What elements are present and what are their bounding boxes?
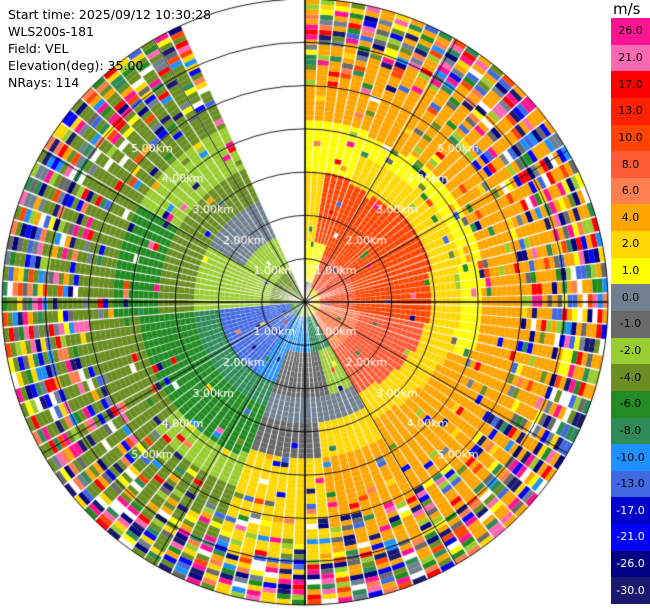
colorbar: 26.0 21.0 17.0 13.0 10.0 8.0 6.0 4.0 2.0 1.0 0.0 -1… (611, 18, 650, 605)
colorbar-segment (611, 311, 650, 339)
colorbar-segment (611, 124, 650, 152)
colorbar-tick-label: 1.0 (621, 264, 640, 278)
colorbar-tick-label: 21.0 (618, 50, 643, 64)
colorbar-segment (611, 151, 650, 179)
colorbar-segment (611, 18, 650, 46)
colorbar-segment (611, 257, 650, 285)
colorbar-tick-label: -26.0 (616, 557, 645, 571)
colorbar-tick-label: 6.0 (621, 184, 640, 198)
elevation-text: Elevation(deg): 35.00 (8, 58, 144, 73)
colorbar-unit-label: m/s (613, 0, 641, 18)
colorbar-segment (611, 177, 650, 205)
colorbar-tick-label: 0.0 (621, 290, 640, 304)
colorbar-segment (611, 364, 650, 392)
colorbar-segment (611, 204, 650, 232)
colorbar-segment (611, 390, 650, 419)
colorbar-tick-label: -21.0 (616, 530, 645, 544)
colorbar-tick-label: 17.0 (618, 77, 643, 91)
colorbar-tick-label: 13.0 (618, 104, 643, 118)
colorbar-segment (611, 231, 650, 259)
colorbar-tick-label: -17.0 (616, 503, 645, 517)
colorbar-tick-label: -1.0 (619, 317, 642, 331)
colorbar-tick-label: 8.0 (621, 157, 640, 171)
colorbar-segment (611, 550, 650, 578)
colorbar-segment (611, 71, 650, 99)
nrays-text: NRays: 114 (8, 75, 80, 90)
colorbar-segment (611, 577, 650, 605)
colorbar-tick-label: -30.0 (616, 583, 645, 597)
colorbar-segment (611, 284, 650, 312)
colorbar-tick-label: 2.0 (621, 237, 640, 251)
colorbar-segment (611, 497, 650, 525)
colorbar-segment (611, 44, 650, 72)
colorbar-segment (611, 97, 650, 126)
colorbar-tick-label: -10.0 (616, 450, 645, 464)
field-text: Field: VEL (8, 41, 69, 56)
colorbar-tick-label: -2.0 (619, 343, 642, 357)
colorbar-tick-label: 4.0 (621, 210, 640, 224)
colorbar-tick-label: -4.0 (619, 370, 642, 384)
colorbar-segment (611, 417, 650, 445)
colorbar-segment (611, 337, 650, 365)
colorbar-tick-label: -6.0 (619, 397, 642, 411)
colorbar-tick-label: -13.0 (616, 477, 645, 491)
colorbar-tick-label: 26.0 (618, 24, 643, 38)
plot-info-block: Start time: 2025/09/12 10:30:28 WLS200s-… (8, 6, 211, 91)
colorbar-segment (611, 444, 650, 472)
colorbar-tick-label: -8.0 (619, 423, 642, 437)
colorbar-tick-label: 10.0 (618, 130, 643, 144)
start-time-text: Start time: 2025/09/12 10:30:28 (8, 7, 212, 22)
instrument-text: WLS200s-181 (8, 24, 94, 39)
colorbar-segment (611, 470, 650, 498)
colorbar-segment (611, 524, 650, 552)
